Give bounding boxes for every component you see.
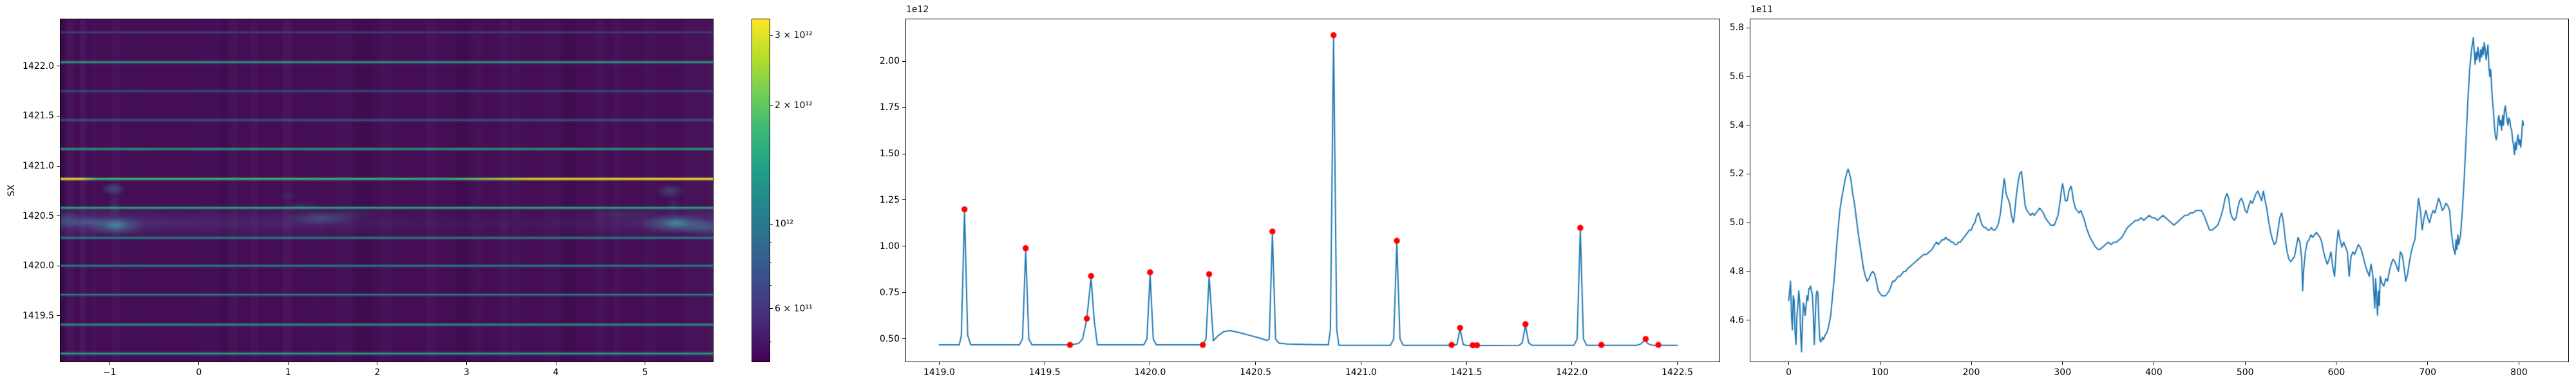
colorbar-tick-label: 6 × 10¹¹ (775, 303, 813, 314)
x-tick-label: 1419.5 (1028, 367, 1061, 378)
x-tick (1466, 362, 1467, 365)
y-tick-label: 1420.0 (23, 261, 54, 271)
x-tick-label: 1421.5 (1450, 367, 1482, 378)
x-tick (2062, 362, 2063, 365)
y-tick (902, 60, 905, 62)
x-tick-label: 100 (1871, 367, 1889, 378)
spectrum-axes (905, 19, 1720, 362)
colorbar-tick-label: 2 × 10¹² (775, 100, 813, 111)
x-tick-label: 1420.0 (1134, 367, 1166, 378)
x-tick-label: 300 (2054, 367, 2072, 378)
timeseries-canvas (1750, 19, 2568, 362)
x-tick-label: 700 (2419, 367, 2437, 378)
colorbar (752, 19, 770, 362)
x-tick-label: 1420.5 (1240, 367, 1272, 378)
y-tick-label: 5.4 (1729, 120, 1744, 131)
x-tick (109, 362, 110, 365)
y-tick-label: 4.8 (1729, 266, 1744, 277)
x-tick-label: 800 (2510, 367, 2528, 378)
x-tick (2244, 362, 2246, 365)
timeseries-offset-label: 1e11 (1750, 5, 1774, 15)
y-tick (902, 292, 905, 293)
y-tick-label: 1421.5 (23, 111, 54, 122)
x-tick (287, 362, 289, 365)
y-tick (902, 199, 905, 201)
y-tick (1747, 76, 1750, 77)
y-tick-label: 1.75 (879, 102, 900, 113)
spectrum-offset-label: 1e12 (906, 5, 929, 15)
x-tick (1677, 362, 1678, 365)
y-tick-label: 5.6 (1729, 71, 1744, 82)
y-tick-label: 5.8 (1729, 23, 1744, 33)
x-tick (938, 362, 940, 365)
y-tick-label: 1422.0 (23, 60, 54, 71)
x-tick (1971, 362, 1972, 365)
x-tick-label: 0 (1786, 367, 1792, 378)
y-tick-label: 1421.0 (23, 161, 54, 171)
x-tick-label: 4 (553, 367, 559, 378)
x-tick-label: 2 (374, 367, 381, 378)
colorbar-tick (770, 35, 773, 36)
y-tick-label: 0.75 (879, 287, 900, 298)
x-tick-label: 500 (2236, 367, 2254, 378)
x-tick-label: 5 (642, 367, 649, 378)
x-tick (2427, 362, 2429, 365)
y-tick-label: 4.6 (1729, 315, 1744, 326)
x-tick-label: 3 (464, 367, 469, 378)
x-tick-label: 200 (1962, 367, 1980, 378)
spectrum-canvas (906, 19, 1719, 362)
y-tick-label: 1.25 (879, 194, 900, 205)
x-tick-label: 600 (2327, 367, 2345, 378)
y-tick (57, 315, 60, 317)
colorbar-minor-tick (770, 241, 772, 243)
x-tick-label: 1419.0 (923, 367, 955, 378)
y-tick (57, 165, 60, 167)
y-tick-label: 1.50 (879, 149, 900, 159)
timeseries-axes (1750, 19, 2569, 362)
x-tick (466, 362, 468, 365)
colorbar-minor-tick (770, 284, 772, 286)
x-tick (1788, 362, 1790, 365)
y-tick (902, 107, 905, 108)
heatmap-canvas (61, 19, 713, 362)
heatmap-axes (60, 19, 714, 362)
y-tick (902, 338, 905, 340)
y-tick-label: 1419.5 (23, 310, 54, 321)
colorbar-gradient (752, 19, 770, 362)
x-tick-label: 1422.5 (1662, 367, 1693, 378)
y-tick-label: 1420.5 (23, 210, 54, 221)
y-tick-label: 0.50 (879, 333, 900, 344)
x-tick-label: 1422.0 (1556, 367, 1588, 378)
y-tick-label: 2.00 (879, 56, 900, 67)
x-tick-label: 0 (196, 367, 202, 378)
x-tick-label: 400 (2145, 367, 2163, 378)
colorbar-tick (770, 308, 773, 309)
x-tick (198, 362, 200, 365)
x-tick-label: 1 (285, 367, 291, 378)
x-tick (1571, 362, 1573, 365)
colorbar-tick-label: 10¹² (775, 219, 794, 230)
x-tick (1255, 362, 1256, 365)
y-tick-label: 5.2 (1729, 169, 1744, 179)
colorbar-tick-label: 3 × 10¹² (775, 30, 813, 41)
y-tick-label: 1.00 (879, 241, 900, 252)
colorbar-tick (770, 105, 773, 106)
x-tick-label: 1421.0 (1345, 367, 1377, 378)
colorbar-tick (770, 223, 773, 225)
y-tick-label: 5.0 (1729, 217, 1744, 228)
x-tick-label: −1 (102, 367, 117, 378)
heatmap-ylabel: SX (6, 184, 17, 197)
